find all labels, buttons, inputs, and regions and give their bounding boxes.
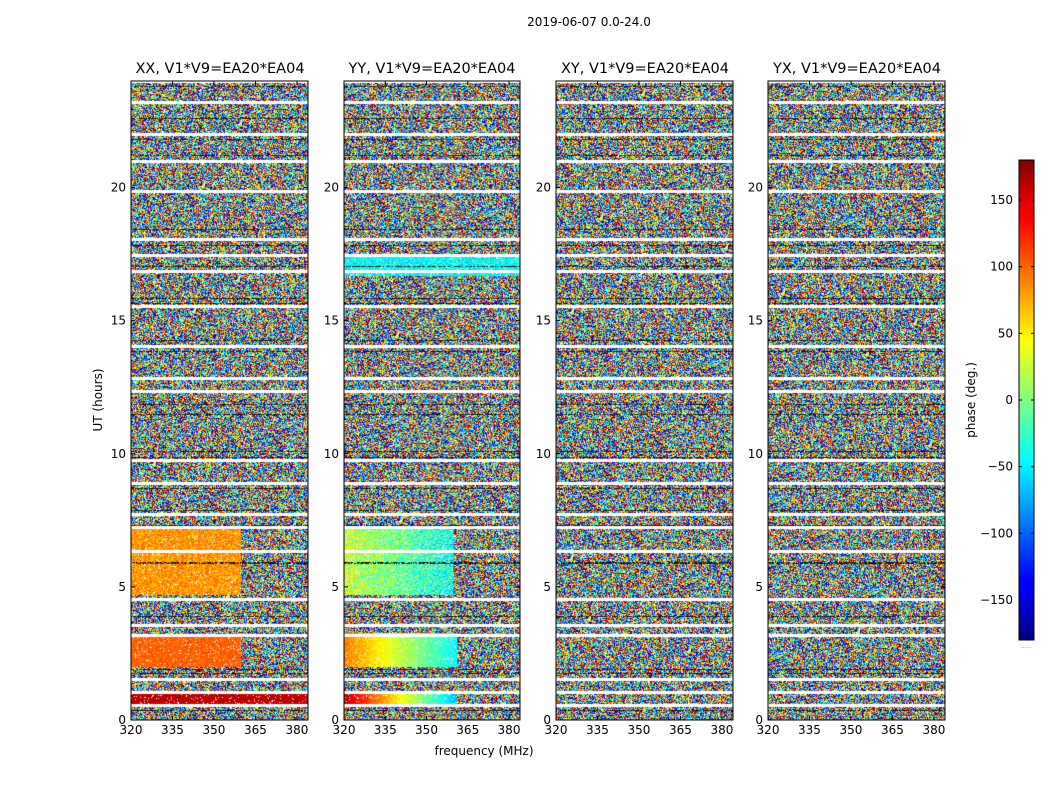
axes-frame [130, 80, 309, 721]
y-tick-label: 15 [748, 314, 763, 328]
phase-heatmap-xy [556, 81, 733, 720]
axes-frame [767, 80, 946, 721]
y-tick-label: 0 [118, 713, 126, 727]
x-tick-label: 380 [498, 723, 521, 737]
y-tick-label: 15 [536, 314, 551, 328]
y-tick-label: 0 [331, 713, 339, 727]
phase-heatmap-yx [768, 81, 945, 720]
colorbar-tick-label: −50 [988, 460, 1013, 474]
colorbar: −150 −100 −50 0 50 100 150 phase (deg.) ..... [964, 159, 1035, 650]
axes-frame [343, 80, 521, 721]
y-tick-label: 5 [118, 580, 126, 594]
x-tick-label: 350 [203, 723, 226, 737]
y-tick-label: 5 [331, 580, 339, 594]
colorbar-tick-label: 100 [990, 260, 1013, 274]
x-tick-label: 335 [161, 723, 184, 737]
y-tick-label: 10 [536, 447, 551, 461]
colorbar-label: phase (deg.) [964, 362, 978, 438]
axis-ticks: 320 335 350 365 380 0 5 10 15 20 [536, 81, 733, 737]
panel-yy: YY, V1*V9=EA20*EA04 320 335 350 365 380 0 5 10 1… [324, 61, 521, 737]
panel-title: XY, V1*V9=EA20*EA04 [561, 61, 729, 77]
x-tick-label: 380 [710, 723, 733, 737]
panel-title: YX, V1*V9=EA20*EA04 [772, 61, 941, 77]
x-tick-label: 365 [669, 723, 692, 737]
x-tick-label: 350 [628, 723, 651, 737]
colorbar-tick-label: 50 [998, 326, 1013, 340]
x-tick-label: 365 [881, 723, 904, 737]
y-tick-label: 20 [111, 181, 126, 195]
colorbar-footnote: ..... [1020, 642, 1031, 650]
x-tick-label: 320 [545, 723, 568, 737]
axis-ticks: 320 335 350 365 380 0 5 10 15 20 [111, 81, 308, 737]
x-tick-label: 350 [415, 723, 438, 737]
y-tick-label: 15 [111, 314, 126, 328]
y-tick-label: 5 [755, 580, 763, 594]
x-axis-label: frequency (MHz) [434, 744, 533, 758]
x-tick-label: 380 [285, 723, 308, 737]
y-tick-label: 0 [543, 713, 551, 727]
panel-xx: XX, V1*V9=EA20*EA04 320 335 350 365 380 0 5 10 1… [111, 61, 309, 737]
x-tick-label: 335 [798, 723, 821, 737]
x-tick-label: 320 [757, 723, 780, 737]
y-axis-label: UT (hours) [91, 368, 105, 431]
axes-frame [555, 80, 734, 721]
panel-yx: YX, V1*V9=EA20*EA04 320 335 350 365 380 0 5 10 1… [748, 61, 946, 737]
phase-heatmap-xx [131, 81, 308, 720]
colorbar-tick-label: −100 [980, 526, 1013, 540]
y-tick-label: 20 [748, 181, 763, 195]
x-tick-label: 365 [244, 723, 267, 737]
colorbar-tick-label: 150 [990, 193, 1013, 207]
figure-suptitle: 2019-06-07 0.0-24.0 [527, 15, 651, 29]
panel-xy: XY, V1*V9=EA20*EA04 320 335 350 365 380 0 5 10 1… [536, 61, 734, 737]
y-tick-label: 20 [536, 181, 551, 195]
y-tick-label: 10 [324, 447, 339, 461]
x-tick-label: 320 [333, 723, 356, 737]
y-tick-label: 15 [324, 314, 339, 328]
axis-ticks: 320 335 350 365 380 0 5 10 15 20 [748, 81, 945, 737]
panel-title: XX, V1*V9=EA20*EA04 [135, 61, 304, 77]
panel-title: YY, V1*V9=EA20*EA04 [348, 61, 516, 77]
y-tick-label: 0 [755, 713, 763, 727]
x-tick-label: 335 [586, 723, 609, 737]
y-tick-label: 5 [543, 580, 551, 594]
x-tick-label: 320 [120, 723, 143, 737]
y-tick-label: 10 [111, 447, 126, 461]
x-tick-label: 365 [456, 723, 479, 737]
colorbar-tick-label: −150 [980, 593, 1013, 607]
y-tick-label: 20 [324, 181, 339, 195]
x-tick-label: 350 [840, 723, 863, 737]
axis-ticks: 320 335 350 365 380 0 5 10 15 20 [324, 81, 521, 737]
colorbar-ticks: −150 −100 −50 0 50 100 150 [980, 193, 1034, 607]
phase-heatmap-yy [344, 81, 520, 720]
y-tick-label: 10 [748, 447, 763, 461]
x-tick-label: 380 [922, 723, 945, 737]
colorbar-tick-label: 0 [1005, 393, 1013, 407]
x-tick-label: 335 [374, 723, 397, 737]
